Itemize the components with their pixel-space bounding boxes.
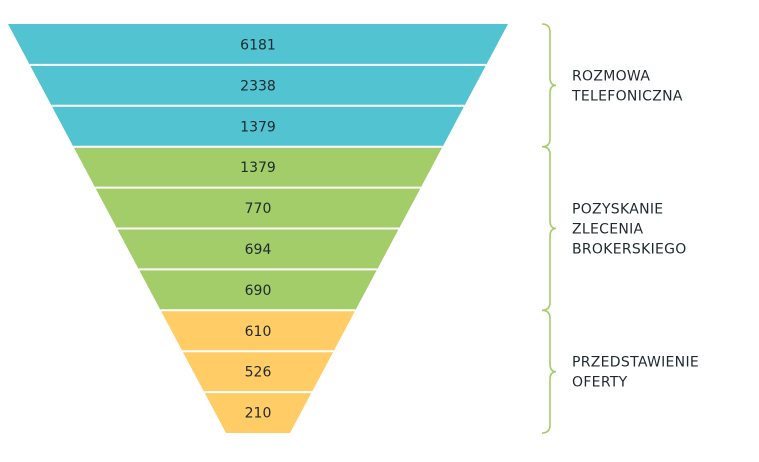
funnel-value-label: 694: [245, 242, 272, 258]
funnel-value-label: 1379: [240, 160, 276, 176]
funnel-segments: [8, 24, 508, 433]
funnel-value-label: 770: [245, 201, 272, 217]
funnel-segment: [51, 105, 465, 147]
funnel-segment: [29, 64, 487, 106]
funnel-value-label: 610: [245, 324, 272, 340]
funnel-segment: [204, 392, 312, 433]
funnel-segment: [138, 269, 378, 311]
group-bracket: [541, 309, 557, 434]
group-label: PRZEDSTAWIENIE: [572, 355, 699, 371]
group-label: POZYSKANIE: [572, 202, 663, 218]
group-label: ZLECENIA: [572, 222, 644, 238]
funnel-value-label: 526: [245, 365, 272, 381]
funnel-value-label: 690: [245, 283, 272, 299]
funnel-value-label: 1379: [240, 119, 276, 135]
funnel-segment: [73, 146, 443, 188]
group-label: ROZMOWA: [572, 68, 650, 84]
funnel-value-label: 210: [245, 406, 272, 422]
funnel-segment: [117, 228, 399, 270]
funnel-segment: [182, 351, 334, 393]
funnel-segment: [160, 310, 356, 352]
group-label: TELEFONICZNA: [571, 88, 683, 104]
funnel-segment: [8, 24, 508, 65]
group-bracket: [541, 23, 557, 148]
group-bracket: [541, 145, 557, 312]
funnel-value-label: 6181: [240, 37, 276, 53]
funnel-segment: [95, 187, 421, 229]
group-label: OFERTY: [572, 375, 628, 391]
funnel-value-label: 2338: [240, 78, 276, 94]
group-label: BROKERSKIEGO: [572, 242, 687, 258]
